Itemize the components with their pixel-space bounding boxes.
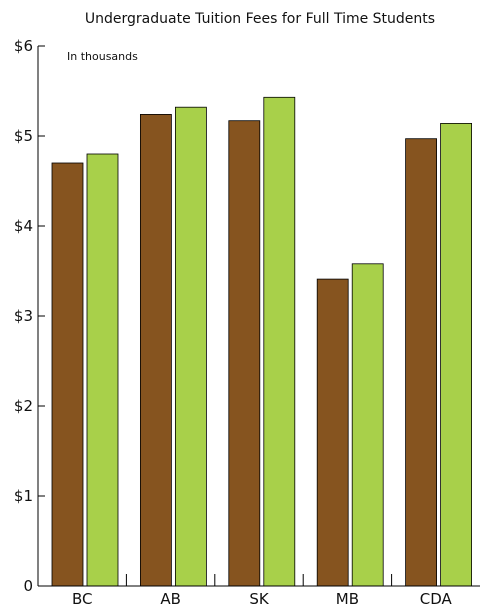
x-category-label-sk: SK: [249, 590, 270, 608]
bars-layer: [51, 96, 473, 587]
bar-bc-series-1: [51, 162, 84, 587]
x-category-label-ab: AB: [160, 590, 181, 608]
axes-layer: [37, 45, 480, 587]
bar-bc-series-2: [86, 153, 119, 587]
y-tick-label: $2: [14, 397, 33, 415]
bar-ab-series-1: [139, 114, 172, 587]
x-category-label-bc: BC: [72, 590, 93, 608]
x-category-label-cda: CDA: [420, 590, 453, 608]
y-tick-label: $4: [14, 217, 33, 235]
y-tick-label: $6: [14, 37, 33, 55]
bar-mb-series-1: [316, 278, 349, 587]
bar-mb-series-2: [351, 263, 384, 587]
y-tick-label: $5: [14, 127, 33, 145]
bar-sk-series-1: [228, 120, 261, 587]
chart-subtitle: In thousands: [67, 50, 138, 63]
x-category-label-mb: MB: [336, 590, 359, 608]
y-tick-label: 0: [23, 577, 33, 595]
bar-cda-series-1: [405, 138, 438, 587]
y-tick-label: $3: [14, 307, 33, 325]
bar-sk-series-2: [263, 96, 296, 587]
labels-layer: 0 $1 $2 $3 $4 $5 $6 BC AB SK MB CDA: [14, 37, 453, 608]
chart-title: Undergraduate Tuition Fees for Full Time…: [85, 11, 435, 27]
bar-cda-series-2: [440, 123, 473, 587]
bar-ab-series-2: [174, 106, 207, 587]
y-tick-label: $1: [14, 487, 33, 505]
